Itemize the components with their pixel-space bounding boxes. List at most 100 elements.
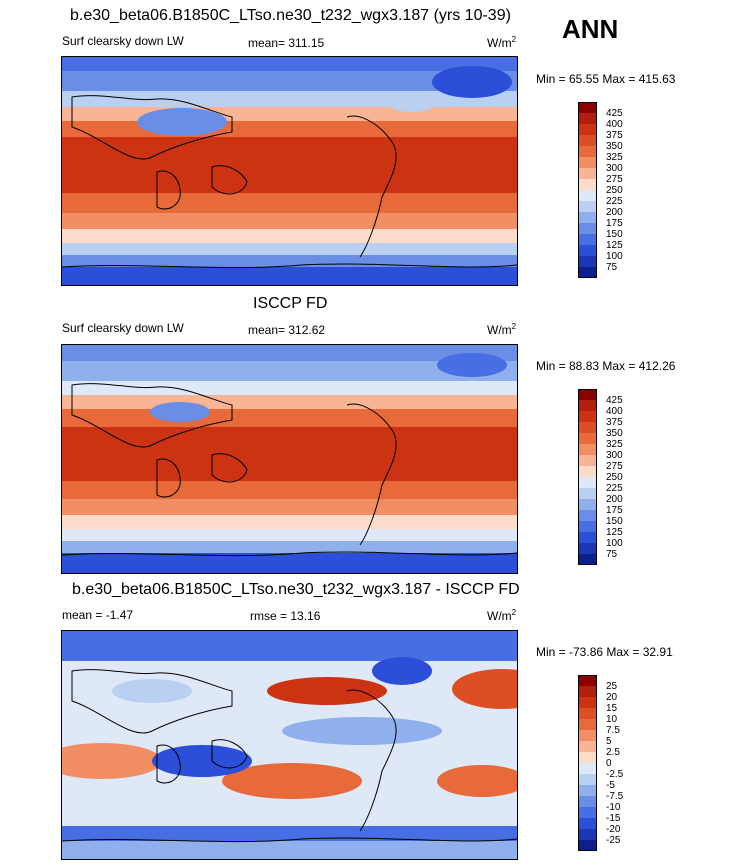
colorbar-swatch <box>578 433 597 444</box>
panel1-units: W/m2 <box>487 35 517 51</box>
panel2-map <box>61 344 518 574</box>
colorbar-swatch <box>578 223 597 234</box>
colorbar-swatch <box>578 179 597 190</box>
colorbar-label: -2.5 <box>606 769 624 780</box>
colorbar-swatch <box>578 444 597 455</box>
panel1-minmax: Min = 65.55 Max = 415.63 <box>536 72 676 86</box>
colorbar-label: 150 <box>606 516 623 527</box>
colorbar-swatch <box>578 730 597 741</box>
colorbar-label: 100 <box>606 538 623 549</box>
panel3-colorbar: 25 20 15 10 7.5 5 2.5 0 -2.5 -5 -7.5 -10… <box>578 675 658 855</box>
colorbar-label: 275 <box>606 461 623 472</box>
colorbar-label: 325 <box>606 439 623 450</box>
colorbar-swatch <box>578 157 597 168</box>
panel3-units: W/m2 <box>487 608 517 624</box>
colorbar-label: 25 <box>606 681 618 692</box>
colorbar-swatch <box>578 466 597 477</box>
colorbar-swatch <box>578 829 597 840</box>
colorbar-label: 425 <box>606 395 623 406</box>
colorbar-swatch <box>578 697 597 708</box>
colorbar-label: 20 <box>606 692 618 703</box>
colorbar-swatch <box>578 256 597 267</box>
colorbar-swatch <box>578 774 597 785</box>
colorbar-swatch <box>578 708 597 719</box>
colorbar-label: -20 <box>606 824 621 835</box>
colorbar-swatch <box>578 102 597 113</box>
colorbar-swatch <box>578 818 597 829</box>
colorbar-swatch <box>578 763 597 774</box>
colorbar-label: 175 <box>606 218 623 229</box>
colorbar-swatch <box>578 400 597 411</box>
panel3-map <box>61 630 518 860</box>
colorbar-swatch <box>578 124 597 135</box>
colorbar-label: -7.5 <box>606 791 624 802</box>
colorbar-swatch <box>578 245 597 256</box>
colorbar-swatch <box>578 455 597 466</box>
panel1-variable-label: Surf clearsky down LW <box>62 34 184 48</box>
colorbar-swatch <box>578 212 597 223</box>
colorbar-swatch <box>578 201 597 212</box>
colorbar-label: 225 <box>606 196 623 207</box>
panel2-units: W/m2 <box>487 322 517 338</box>
colorbar-label: 5 <box>606 736 612 747</box>
colorbar-label: -10 <box>606 802 621 813</box>
colorbar-label: 225 <box>606 483 623 494</box>
colorbar-label: 0 <box>606 758 612 769</box>
colorbar-label: 200 <box>606 207 623 218</box>
panel1-map <box>61 56 518 286</box>
panel3-title: b.e30_beta06.B1850C_LTso.ne30_t232_wgx3.… <box>72 581 520 598</box>
colorbar-label: 275 <box>606 174 623 185</box>
panel3-minmax: Min = -73.86 Max = 32.91 <box>536 645 673 659</box>
colorbar-label: 175 <box>606 505 623 516</box>
colorbar-label: 300 <box>606 163 623 174</box>
colorbar-label: 10 <box>606 714 618 725</box>
colorbar-label: 350 <box>606 428 623 439</box>
colorbar-label: 425 <box>606 108 623 119</box>
panel2-mean-label: mean= 312.62 <box>248 323 326 337</box>
colorbar-label: 7.5 <box>606 725 620 736</box>
colorbar-swatch <box>578 554 597 565</box>
colorbar-swatch <box>578 807 597 818</box>
colorbar-label: -25 <box>606 835 621 846</box>
colorbar-swatch <box>578 499 597 510</box>
colorbar-label: 2.5 <box>606 747 620 758</box>
colorbar-label: -5 <box>606 780 615 791</box>
colorbar-swatch <box>578 267 597 278</box>
colorbar-swatch <box>578 532 597 543</box>
colorbar-swatch <box>578 675 597 686</box>
colorbar-swatch <box>578 510 597 521</box>
colorbar-label: 200 <box>606 494 623 505</box>
colorbar-swatch <box>578 752 597 763</box>
colorbar-swatch <box>578 190 597 201</box>
panel1-colorbar: 425 400 375 350 325 300 275 250 225 200 … <box>578 102 658 282</box>
panel1-mean-label: mean= 311.15 <box>248 36 325 50</box>
colorbar-label: 400 <box>606 119 623 130</box>
colorbar-label: 125 <box>606 240 623 251</box>
panel1-title: b.e30_beta06.B1850C_LTso.ne30_t232_wgx3.… <box>70 7 511 24</box>
colorbar-swatch <box>578 146 597 157</box>
colorbar-label: 75 <box>606 262 618 273</box>
colorbar-swatch <box>578 168 597 179</box>
colorbar-swatch <box>578 719 597 730</box>
colorbar-swatch <box>578 411 597 422</box>
colorbar-label: 150 <box>606 229 623 240</box>
colorbar-label: 400 <box>606 406 623 417</box>
panel2-colorbar: 425 400 375 350 325 300 275 250 225 200 … <box>578 389 658 569</box>
colorbar-label: -15 <box>606 813 621 824</box>
colorbar-label: 100 <box>606 251 623 262</box>
colorbar-label: 15 <box>606 703 618 714</box>
colorbar-label: 250 <box>606 185 623 196</box>
season-label: ANN <box>562 14 619 44</box>
colorbar-label: 125 <box>606 527 623 538</box>
panel2-minmax: Min = 88.83 Max = 412.26 <box>536 359 676 373</box>
panel3-rmse-label: rmse = 13.16 <box>250 609 321 623</box>
colorbar-swatch <box>578 796 597 807</box>
colorbar-label: 250 <box>606 472 623 483</box>
colorbar-swatch <box>578 113 597 124</box>
panel2-variable-label: Surf clearsky down LW <box>62 321 184 335</box>
colorbar-swatch <box>578 234 597 245</box>
colorbar-label: 300 <box>606 450 623 461</box>
panel2-title: ISCCP FD <box>253 295 328 312</box>
colorbar-swatch <box>578 521 597 532</box>
colorbar-swatch <box>578 543 597 554</box>
